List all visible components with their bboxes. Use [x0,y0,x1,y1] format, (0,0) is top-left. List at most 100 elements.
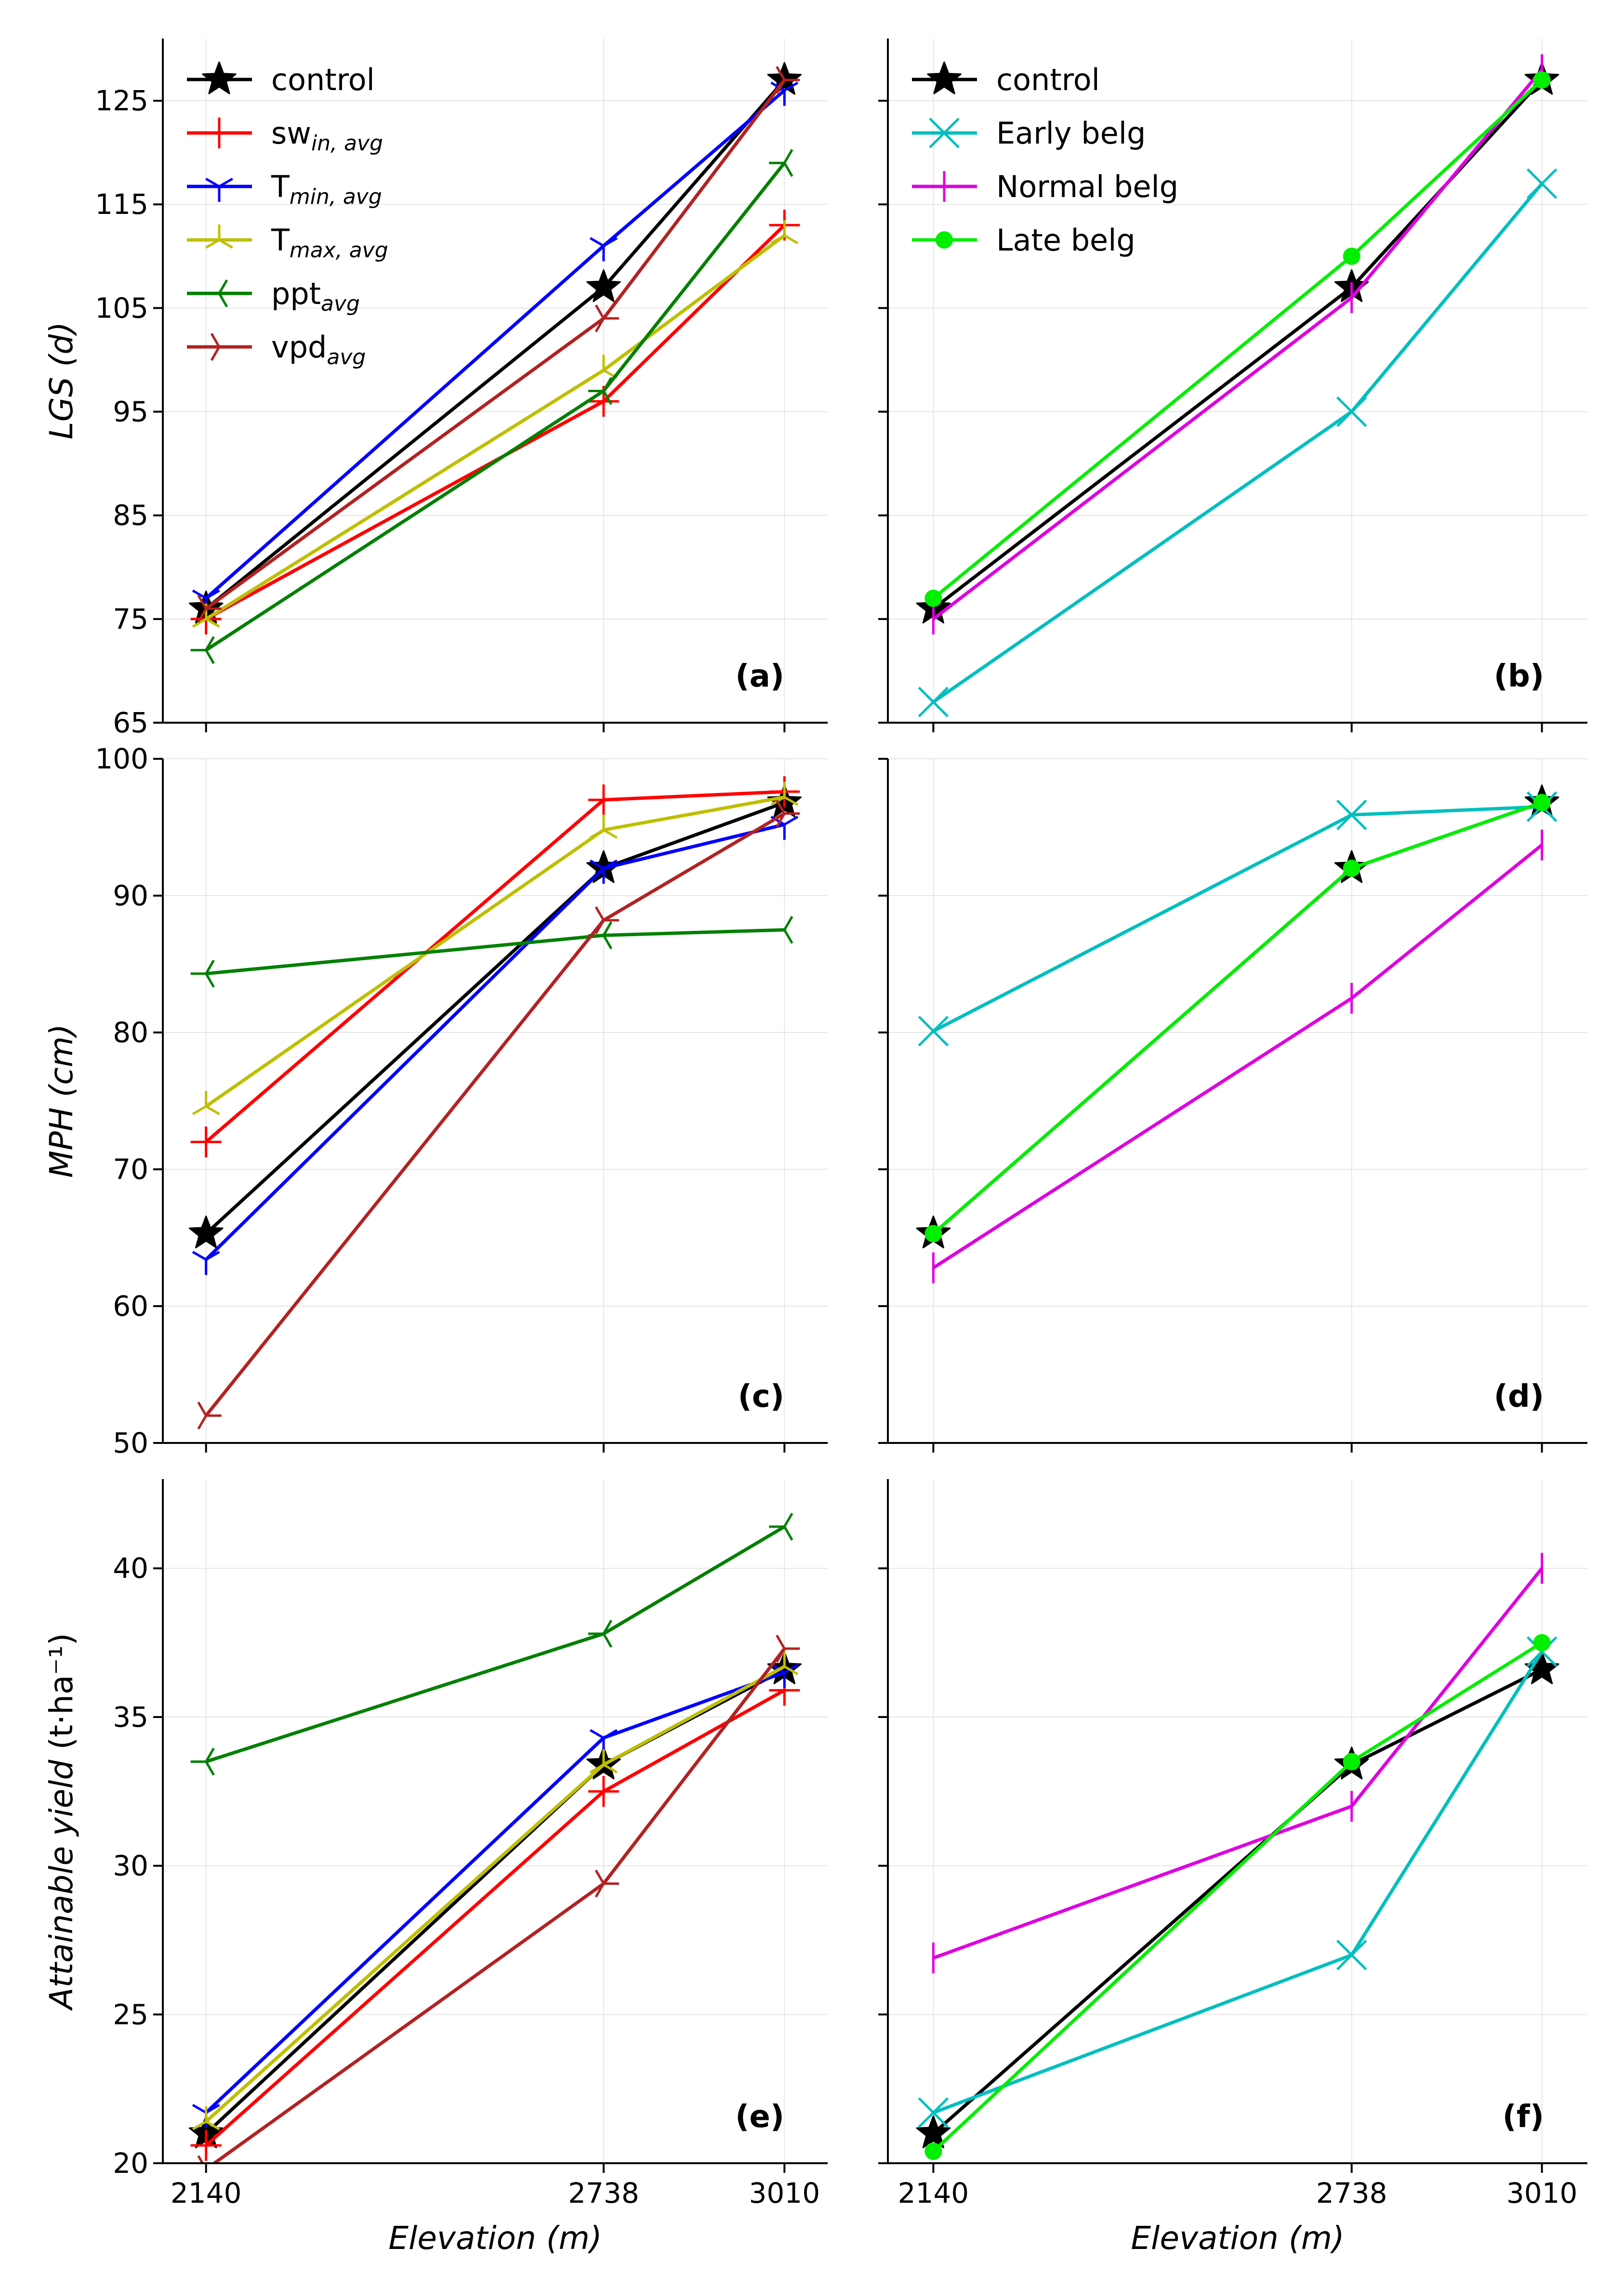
legend-label-sub: max, avg [290,238,388,263]
data-point-late [1343,860,1360,877]
legend-label-main: T [271,223,290,258]
data-point-vpd [197,595,222,623]
data-point-late [1533,794,1551,811]
x-tick-label: 2738 [1316,2177,1387,2209]
x-axis-title: Elevation (m) [388,2220,602,2257]
data-point-vpd [776,66,800,94]
series-line-late [932,1641,1543,2153]
gridlines [888,1479,1587,2164]
legend-item-ppt: pptavg [187,276,360,316]
y-tick-label: 105 [95,291,148,324]
legend-item-tmax: Tmax, avg [187,223,388,263]
y-axis-title-unit: (t·ha⁻¹) [43,1633,80,1750]
y-tick-label: 35 [113,1701,148,1733]
series-line-tmax [205,795,785,1108]
y-axis-title-unit: (cm) [43,1024,80,1097]
legend-label-main: control [996,62,1100,97]
series-group [189,62,802,664]
panel-label: (c) [738,1379,784,1415]
data-point-late [924,1225,942,1243]
legend-label-main: Late belg [996,223,1135,258]
legend-item-early: Early belg [912,116,1146,151]
data-point-ppt [190,959,215,988]
x-axis-title-main: Elevation [388,2220,546,2257]
legend-item-vpd: vpdavg [187,330,366,370]
x-axis-title-main: Elevation [1131,2220,1289,2257]
legend-item-late: Late belg [912,223,1135,258]
data-point-ppt [769,149,793,177]
y-tick-label: 65 [113,706,148,739]
data-point-ppt [769,916,793,944]
x-tick-label: 2738 [568,2177,639,2209]
y-axis-title: Attainable yield (t·ha⁻¹) [43,1633,80,2011]
x-tick-label: 2140 [898,2177,969,2209]
data-point-vpd [594,1869,619,1898]
legend-label: Normal belg [996,169,1178,204]
legend-label-sub: avg [321,291,360,316]
series-line-normal [932,844,1543,1270]
x-tick-label: 3010 [749,2177,820,2209]
panel-a: 65 75 85 95 105 115 125 (a) control swin, avg Tmin… [95,39,828,739]
legend-swatch-marker [205,177,233,202]
data-point-tmin [589,860,618,884]
legend-label: vpdavg [271,330,366,370]
data-point-sw [190,1126,222,1158]
x-tick-label: 3010 [1506,2177,1578,2209]
series-line-early [933,1651,1544,2115]
panel-f: 2140 2738 3010 (f) [878,1479,1587,2209]
legend-swatch-marker [929,118,960,148]
legend-label-sub: avg [327,345,366,370]
series-line-ppt [205,162,786,652]
panel-label: (f) [1503,2099,1544,2135]
series-line-late [932,79,1543,600]
legend-label: control [271,62,375,97]
x-axis-title: Elevation (m) [1131,2220,1344,2257]
gridlines [888,39,1587,723]
y-axis-title: MPH (cm) [43,1024,80,1177]
legend-swatch-marker [202,61,237,94]
legend-swatch-marker [927,61,962,94]
panel-label: (e) [735,2099,784,2135]
legend-label: pptavg [271,276,360,316]
legend-label: control [996,62,1100,97]
legend-label: Late belg [996,223,1135,258]
y-axis-title: LGS (d) [43,322,80,439]
legend-label-main: ppt [271,276,321,311]
legend-label-main: vpd [271,330,327,365]
legend-label-main: sw [271,116,311,151]
series-line-control [932,79,1544,610]
data-point-early [918,2097,949,2128]
y-tick-label: 25 [113,1998,148,2031]
y-tick-label: 95 [113,396,148,428]
y-tick-label: 125 [95,84,148,117]
data-point-tmax [192,2106,220,2130]
series-group [189,1512,802,2163]
series-group [189,776,802,1430]
data-point-early [1526,168,1558,199]
legend-label: Tmax, avg [271,223,388,263]
data-point-control [916,2115,951,2148]
legend-label-main: control [271,62,375,97]
data-point-tmax [589,814,618,839]
y-tick-label: 115 [95,188,148,221]
y-tick-label: 90 [113,879,148,912]
data-point-control [586,269,621,302]
data-point-late [924,589,942,607]
data-point-early [918,1016,949,1046]
data-point-ppt [588,377,613,405]
data-point-early [1336,1940,1367,1971]
x-tick-label: 2140 [171,2177,242,2209]
gridlines [163,758,828,1443]
y-tick-label: 40 [113,1552,148,1585]
data-point-vpd [594,906,619,935]
data-point-control [189,1216,224,1249]
y-axis-title-unit: (d) [43,322,80,367]
data-point-tmax [192,603,220,628]
y-tick-label: 60 [113,1290,148,1323]
y-tick-label: 75 [113,603,148,635]
legend-item-tmin: Tmin, avg [187,169,382,209]
gridlines [888,758,1587,1443]
data-point-vpd [594,304,619,332]
